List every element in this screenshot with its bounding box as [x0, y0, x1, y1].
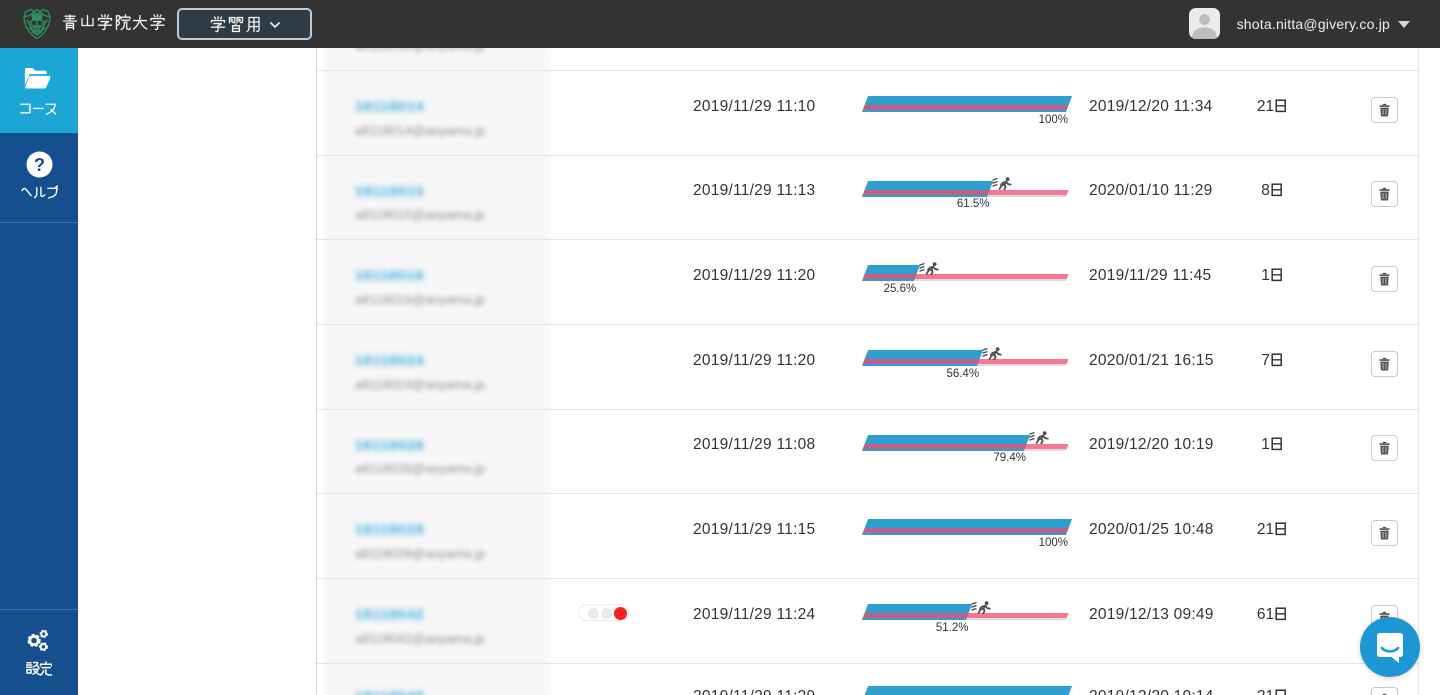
svg-text:?: ?	[34, 155, 45, 175]
